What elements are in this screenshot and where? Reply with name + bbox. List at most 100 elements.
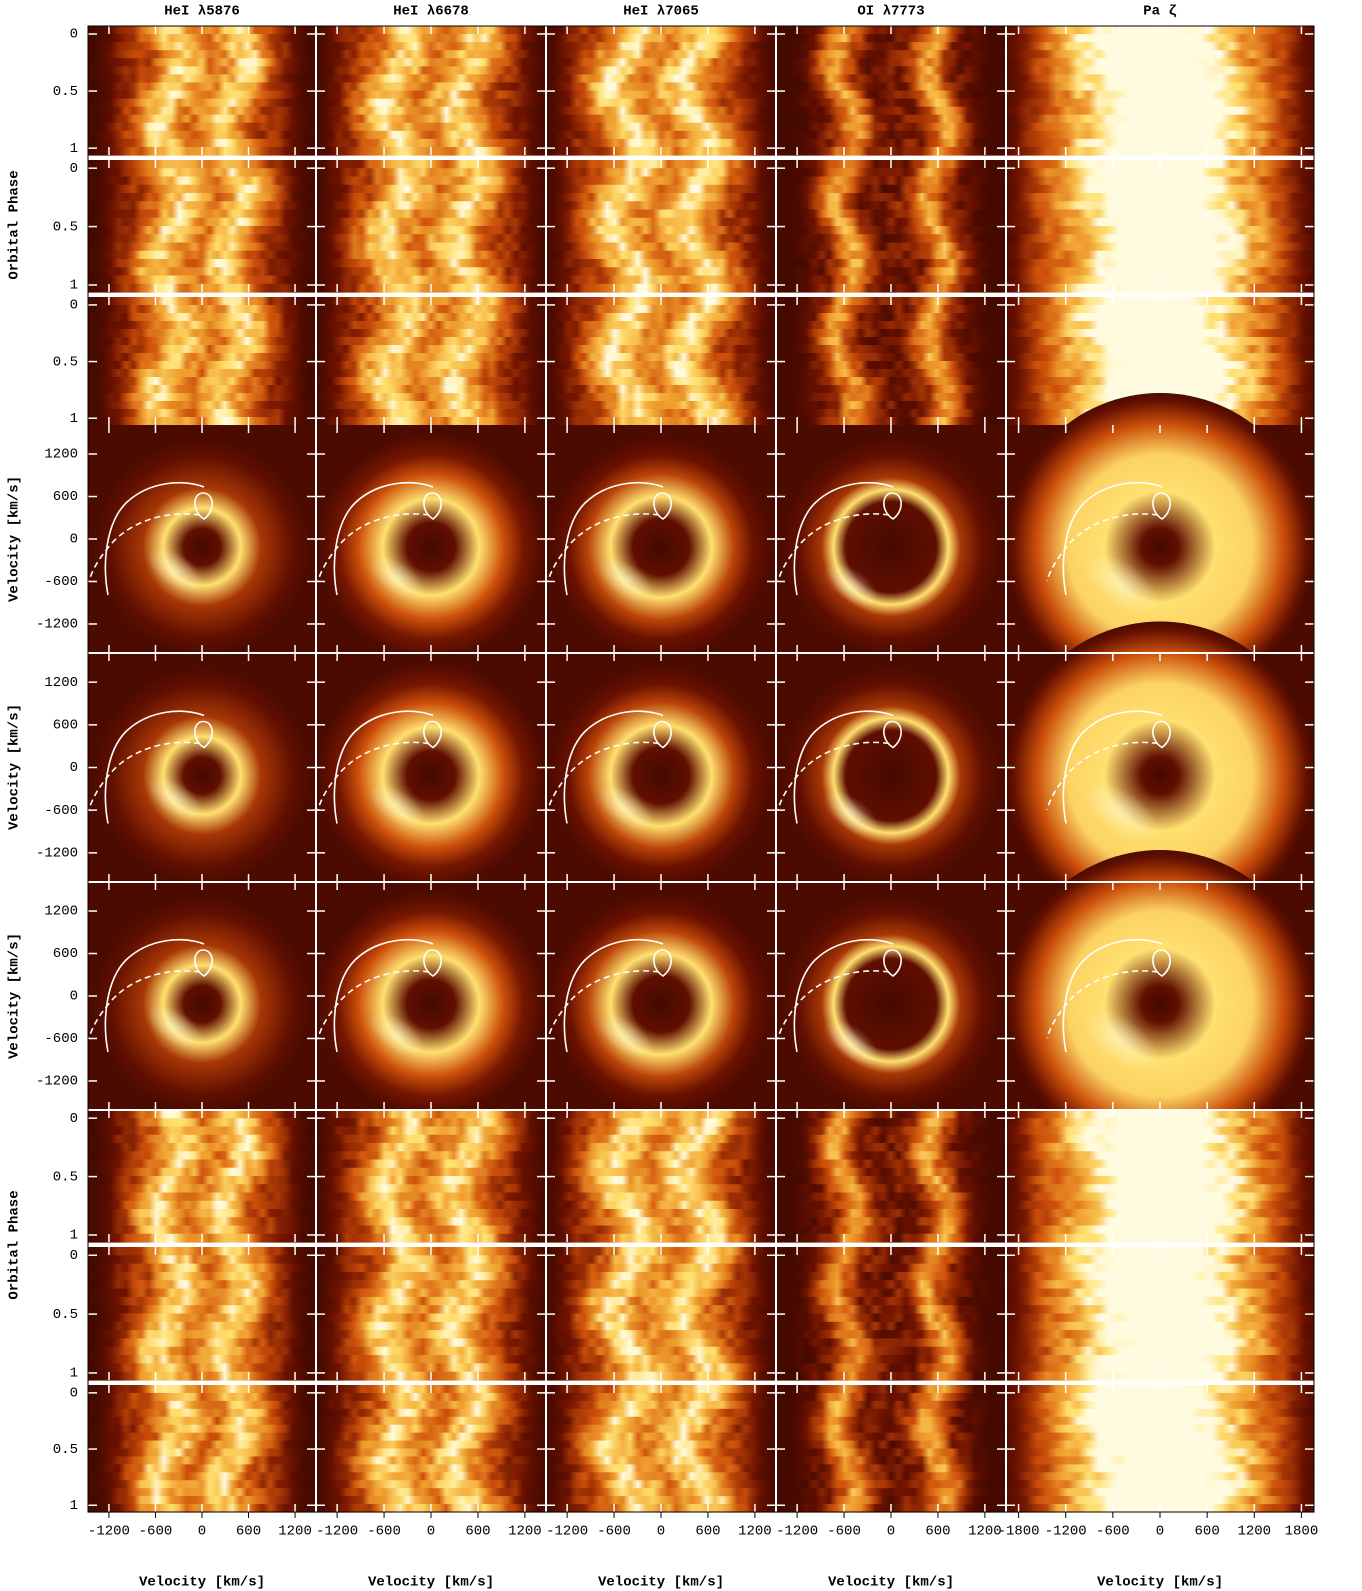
spectrum-strip	[88, 226, 316, 235]
roche-lobe	[1152, 492, 1171, 520]
spectrum-strip	[546, 1432, 776, 1442]
spectrum-strip	[776, 34, 1006, 43]
spectrum-strip	[1006, 217, 1314, 227]
x-tick-label: -1800	[998, 1524, 1040, 1540]
tomogram-highlight	[597, 785, 654, 831]
spectrum-strip	[1006, 1400, 1314, 1410]
spectrum-strip	[88, 1330, 316, 1340]
spectrum-strip	[88, 377, 316, 386]
tomogram-highlight	[147, 1004, 203, 1050]
y-tick-label: 0	[70, 532, 78, 548]
y-tick-label: 0	[70, 298, 78, 314]
spectrum-strip	[776, 385, 1006, 394]
spectrum-strip	[546, 1440, 776, 1450]
spectrum-strip	[316, 1464, 546, 1473]
y-tick-label: 1200	[44, 904, 78, 920]
spectrum-strip	[546, 234, 776, 244]
spectrum-strip	[316, 168, 546, 178]
spectrum-strip	[776, 1288, 1006, 1298]
spectrum-strip	[316, 1151, 546, 1161]
spectrum-strip	[776, 1296, 1006, 1306]
ballistic-stream	[333, 710, 434, 824]
y-tick-label: 0.5	[53, 1169, 78, 1185]
spectrum-strip	[776, 1209, 1006, 1218]
ballistic-stream	[1062, 481, 1163, 596]
spectrum-strip	[88, 1496, 316, 1505]
spectrum-strip	[1006, 114, 1314, 124]
spectrum-strip	[316, 345, 546, 354]
spectrum-strip	[316, 1400, 546, 1410]
y-tick-label: -1200	[36, 617, 78, 633]
spectrum-strip	[546, 393, 776, 402]
spectrum-strip	[316, 184, 546, 194]
y-tick-label: 0.5	[53, 219, 78, 235]
spectrum-strip	[88, 1313, 316, 1323]
spectrum-strip	[1006, 1496, 1314, 1505]
spectrum-strip	[1006, 1408, 1314, 1418]
spectrum-strip	[1006, 1456, 1314, 1465]
spectrum-strip	[88, 305, 316, 314]
spectrum-strip	[546, 321, 776, 330]
spectrum-strip	[546, 184, 776, 194]
tomogram-ring	[546, 660, 776, 891]
x-tick-label: 1200	[278, 1524, 312, 1540]
spectrum-strip	[546, 1488, 776, 1497]
spectrum-strip	[776, 242, 1006, 252]
spectrum-strip	[1006, 1424, 1314, 1434]
spectrum-strip	[776, 1464, 1006, 1473]
spectrum-strip	[316, 1321, 546, 1331]
y-tick-label: 600	[53, 489, 78, 505]
spectrum-strip	[1006, 1440, 1314, 1450]
spectrum-strip	[88, 1167, 316, 1177]
spectrum-strip	[546, 1118, 776, 1128]
spectrum-strip	[546, 313, 776, 322]
orbit-curves	[547, 710, 672, 824]
spectrum-strip	[546, 1416, 776, 1426]
spectrum-strip	[546, 42, 776, 51]
spectrum-strip	[88, 201, 316, 211]
column-title: HeI λ6678	[393, 4, 469, 20]
ballistic-stream	[104, 710, 205, 824]
spectrum-strip	[1006, 1225, 1314, 1235]
spectrum-strip	[88, 275, 316, 285]
spectrum-strip	[776, 345, 1006, 354]
x-tick-label: 0	[887, 1524, 895, 1540]
spectrum-strip	[316, 353, 546, 362]
spectrum-strip	[316, 138, 546, 148]
spectrum-strip	[546, 1167, 776, 1177]
spectrum-strip	[546, 1263, 776, 1273]
spectrum-strip	[546, 106, 776, 116]
spectrum-strip	[546, 1480, 776, 1489]
spectrum-strip	[316, 1440, 546, 1450]
y-tick-label: 1200	[44, 447, 78, 463]
tomogram-highlight	[1083, 552, 1159, 614]
spectrum-strip	[316, 1255, 546, 1265]
tomogram-ring	[1006, 621, 1314, 930]
spectrum-strip	[316, 393, 546, 402]
spectrum-strip	[316, 122, 546, 132]
spectrum-strip	[316, 1424, 546, 1434]
spectrum-strip	[776, 1192, 1006, 1202]
y-tick-label: -1200	[36, 1074, 78, 1090]
tomogram-ring	[88, 890, 316, 1118]
spectrum-strip	[546, 1209, 776, 1218]
spectrum-strip	[1006, 353, 1314, 362]
spectrum-strip	[316, 1313, 546, 1323]
spectrum-strip	[776, 1176, 1006, 1185]
x-tick-label: 600	[695, 1524, 720, 1540]
spectrum-strip	[316, 1330, 546, 1340]
orbit-curves	[88, 710, 213, 824]
spectrum-strip	[1006, 201, 1314, 211]
spectrum-strip	[88, 409, 316, 418]
spectrum-strip	[776, 1400, 1006, 1410]
spectrum-strip	[1006, 1296, 1314, 1306]
keplerian-stream	[777, 513, 890, 582]
tomogram-highlight	[1083, 1009, 1159, 1071]
spectrum-strip	[1006, 1134, 1314, 1144]
spectrum-strip	[776, 353, 1006, 362]
spectrum-strip	[88, 1126, 316, 1136]
spectrum-strip	[776, 1355, 1006, 1364]
spectrum-strip	[1006, 1313, 1314, 1323]
spectrum-strip	[316, 1126, 546, 1136]
spectrum-strip	[88, 1305, 316, 1315]
